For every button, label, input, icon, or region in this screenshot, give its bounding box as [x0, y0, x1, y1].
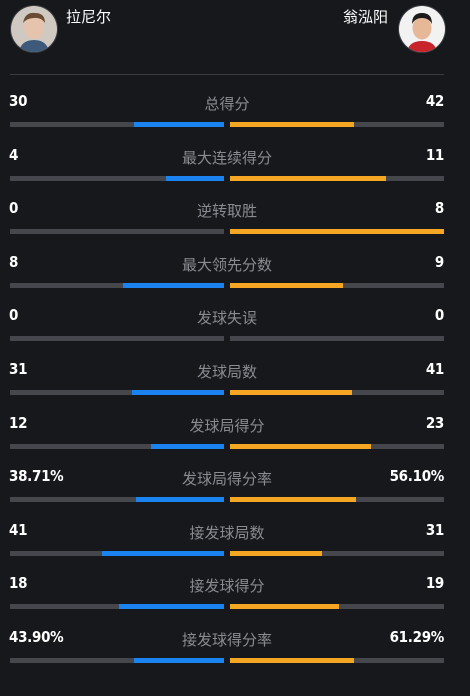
- right-bar-track: [230, 497, 444, 503]
- stat-label: 最大领先分数: [181, 255, 272, 274]
- right-value: 42: [425, 92, 444, 110]
- stat-row-max-lead: 8 最大领先分数 9: [0, 241, 470, 295]
- left-bar-fill: [134, 122, 224, 127]
- right-bar-track: [230, 657, 444, 663]
- player-photo-icon: [11, 6, 57, 52]
- left-bar-fill: [123, 282, 224, 288]
- left-bar-track: [10, 604, 224, 610]
- left-value: 30: [9, 92, 28, 110]
- stat-label: 接发球得分率: [181, 630, 272, 649]
- left-value: 12: [9, 413, 28, 432]
- left-bar-fill: [166, 175, 224, 181]
- right-bar-track: [230, 604, 444, 610]
- stat-label: 发球局得分: [189, 416, 265, 435]
- right-bar-fill: [230, 443, 372, 449]
- left-bar-track: [10, 175, 224, 181]
- left-value: 8: [9, 252, 19, 271]
- left-value: 41: [9, 520, 28, 539]
- right-value: 8: [434, 199, 444, 218]
- left-bar-track: [10, 229, 224, 235]
- right-value: 23: [425, 413, 444, 432]
- right-value: 61.29%: [389, 627, 445, 646]
- stats-list: 30 总得分 42 4 最大连续得分 11 0 逆转取胜 8 8 最大领先分数 9 0 发球失误 0 31 发球…: [0, 80, 470, 670]
- stat-row-max-streak: 4 最大连续得分 11: [0, 134, 470, 188]
- header-divider: [10, 74, 444, 75]
- left-bar-fill: [134, 657, 224, 663]
- stat-label: 总得分: [204, 95, 250, 113]
- left-bar-fill: [119, 604, 224, 610]
- stat-row-return-point-rate: 43.90% 接发球得分率 61.29%: [0, 616, 470, 670]
- right-bar-fill: [230, 122, 355, 127]
- right-value: 19: [425, 574, 444, 593]
- stat-label: 发球局数: [196, 362, 257, 381]
- right-bar-track: [230, 550, 444, 556]
- right-value: 9: [434, 252, 444, 271]
- left-bar-track: [10, 443, 224, 449]
- left-value: 38.71%: [9, 467, 64, 486]
- left-value: 43.90%: [9, 627, 64, 646]
- stat-label: 发球失误: [196, 309, 257, 328]
- left-bar-fill: [102, 550, 224, 556]
- stat-row-service-point-rate: 38.71% 发球局得分率 56.10%: [0, 455, 470, 509]
- left-player-name[interactable]: 拉尼尔: [66, 8, 112, 26]
- stat-row-return-points: 18 接发球得分 19: [0, 562, 470, 616]
- right-value: 0: [434, 306, 444, 325]
- right-player-name[interactable]: 翁泓阳: [342, 8, 388, 26]
- right-bar-track: [230, 175, 444, 181]
- right-value: 31: [425, 520, 444, 539]
- left-value: 18: [9, 574, 28, 593]
- right-bar-fill: [230, 229, 444, 235]
- stat-row-service-points: 12 发球局得分 23: [0, 402, 470, 456]
- right-bar-fill: [230, 657, 355, 663]
- right-bar-fill: [230, 175, 387, 181]
- stat-label: 最大连续得分: [181, 148, 272, 167]
- left-bar-fill: [131, 389, 224, 395]
- right-bar-fill: [230, 604, 340, 610]
- right-bar-track: [230, 229, 444, 235]
- match-header: 拉尼尔 翁泓阳: [0, 0, 470, 62]
- left-value: 4: [9, 145, 19, 164]
- left-bar-track: [10, 336, 224, 342]
- right-bar-fill: [230, 282, 344, 288]
- right-bar-fill: [230, 497, 357, 503]
- stat-label: 逆转取胜: [196, 202, 257, 221]
- stat-row-comeback-wins: 0 逆转取胜 8: [0, 187, 470, 241]
- right-value: 41: [425, 359, 444, 378]
- stat-label: 接发球得分: [189, 577, 265, 596]
- stat-row-total-points: 30 总得分 42: [0, 80, 470, 134]
- left-value: 31: [9, 359, 28, 378]
- right-bar-track: [230, 122, 444, 127]
- left-bar-track: [10, 497, 224, 503]
- stat-label: 接发球局数: [189, 523, 265, 542]
- right-value: 56.10%: [389, 467, 445, 486]
- left-bar-track: [10, 389, 224, 395]
- stat-row-service-faults: 0 发球失误 0: [0, 294, 470, 348]
- left-bar-fill: [136, 497, 224, 503]
- player-photo-icon: [399, 6, 445, 52]
- stat-row-service-games: 31 发球局数 41: [0, 348, 470, 402]
- right-bar-track: [230, 282, 444, 288]
- right-bar-track: [230, 389, 444, 395]
- left-value: 0: [9, 199, 19, 218]
- left-bar-track: [10, 122, 224, 127]
- left-bar-track: [10, 657, 224, 663]
- left-value: 0: [9, 306, 19, 325]
- right-bar-fill: [230, 389, 352, 395]
- left-player-avatar[interactable]: [10, 5, 58, 53]
- right-bar-track: [230, 336, 444, 342]
- left-bar-track: [10, 282, 224, 288]
- left-bar-track: [10, 550, 224, 556]
- right-bar-track: [230, 443, 444, 449]
- right-value: 11: [425, 145, 444, 164]
- stat-label: 发球局得分率: [181, 470, 272, 489]
- stat-row-return-games: 41 接发球局数 31: [0, 509, 470, 563]
- left-bar-fill: [151, 443, 224, 449]
- right-bar-fill: [230, 550, 323, 556]
- right-player-avatar[interactable]: [398, 5, 446, 53]
